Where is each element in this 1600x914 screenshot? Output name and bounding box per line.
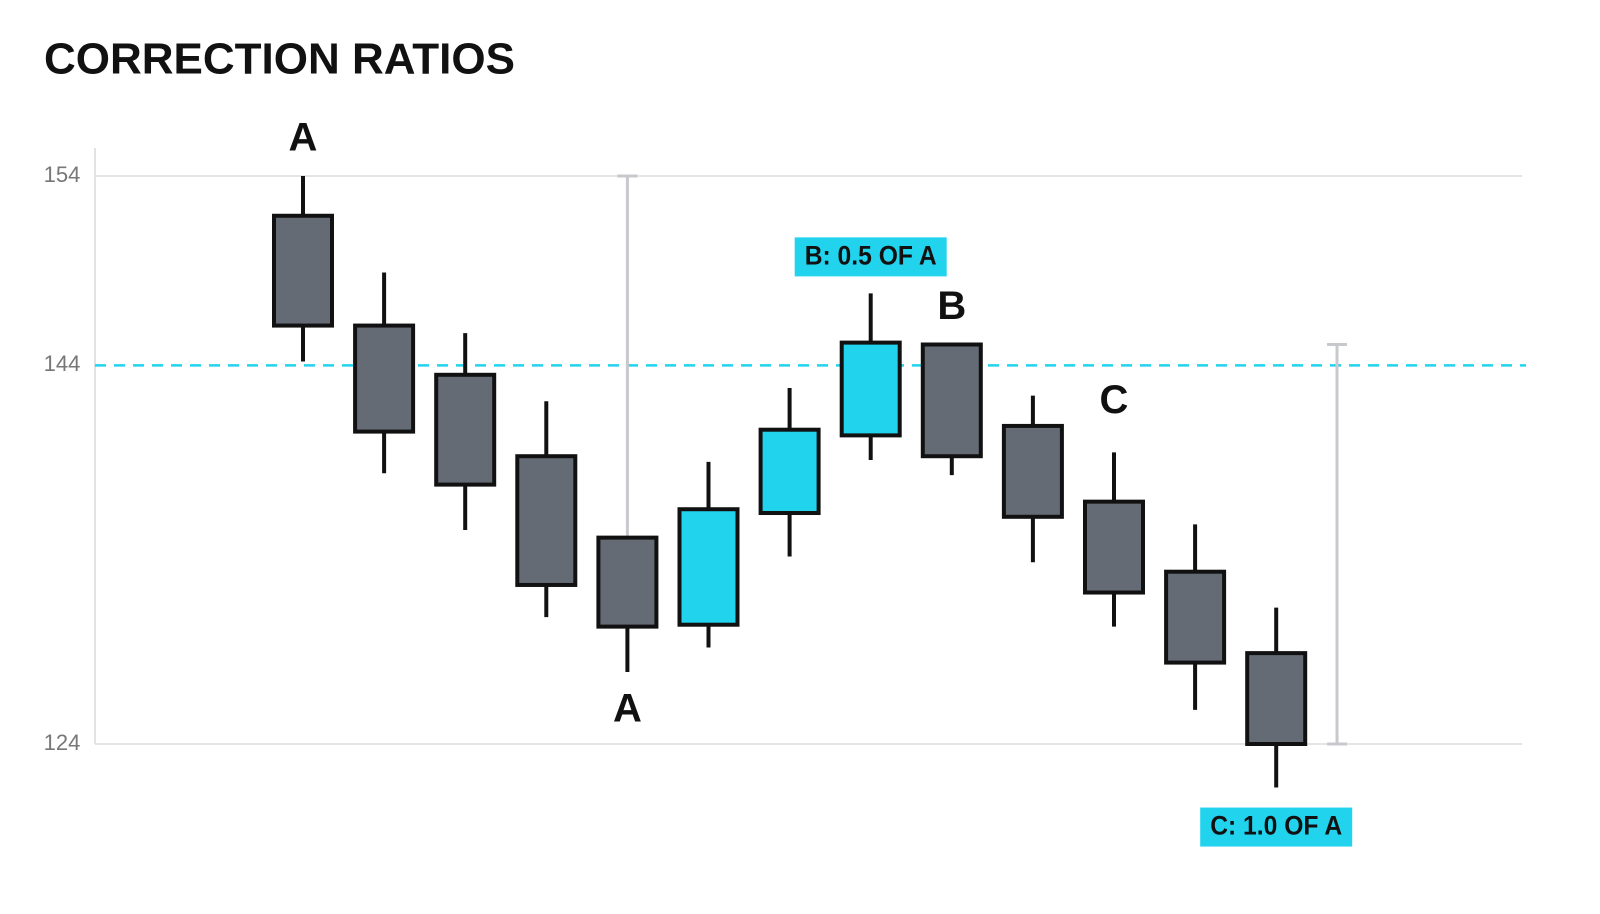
callout-label: C: 1.0 OF A (1210, 811, 1342, 841)
wave-label: B (937, 284, 966, 328)
candle-body (920, 342, 983, 459)
callout-label: B: 0.5 OF A (805, 241, 937, 271)
candle-body (1083, 499, 1145, 595)
candle-body (1001, 423, 1064, 519)
candle-body (596, 535, 659, 629)
y-tick-label: 124 (44, 730, 81, 755)
candle-body (758, 427, 821, 516)
candle-body (677, 507, 740, 627)
callout-box (1200, 807, 1353, 847)
y-tick-label: 154 (44, 162, 81, 187)
wave-label: C (1100, 378, 1129, 422)
wave-label: A (613, 687, 642, 731)
callout-box (794, 237, 947, 277)
y-tick-label: 144 (44, 351, 81, 376)
candle-body (353, 323, 416, 434)
candle-body (839, 340, 902, 438)
candle-body (1164, 569, 1227, 665)
wave-label: A (289, 116, 318, 160)
chart-title: CORRECTION RATIOS (44, 35, 515, 84)
candle-body (272, 213, 334, 328)
candle-body (1245, 651, 1308, 746)
candle-body (434, 372, 497, 487)
candle-body (515, 454, 578, 587)
